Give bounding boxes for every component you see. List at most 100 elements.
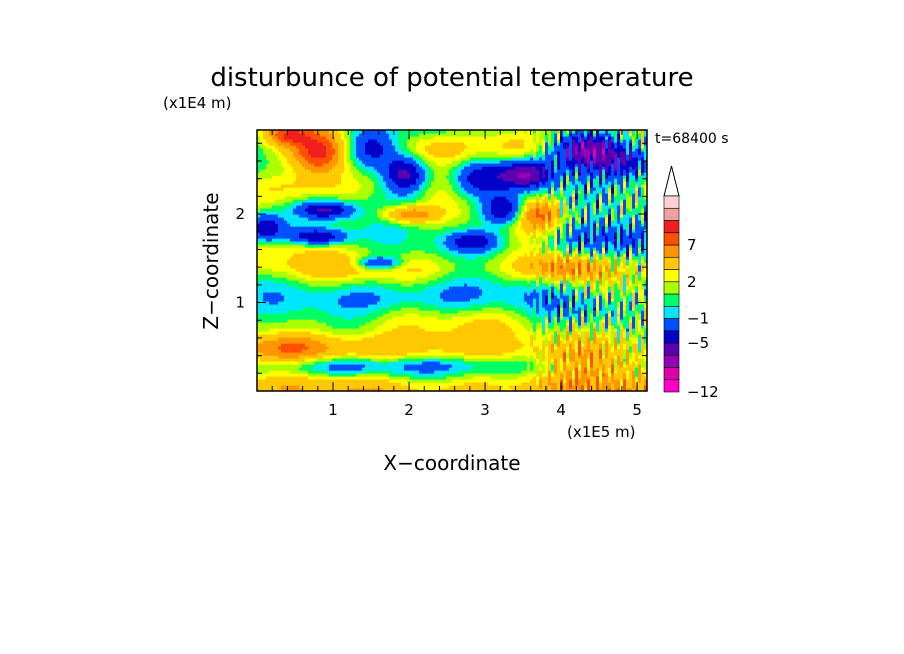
heatmap-cell (314, 316, 318, 320)
heatmap-cell (551, 322, 555, 326)
heatmap-cell (491, 289, 495, 293)
heatmap-cell (404, 289, 408, 293)
heatmap-cell (413, 325, 417, 329)
heatmap-cell (533, 322, 537, 326)
heatmap-cell (554, 316, 558, 320)
heatmap-cell (473, 349, 477, 353)
heatmap-cell (425, 352, 429, 356)
heatmap-cell (545, 346, 549, 350)
heatmap-cell (464, 319, 468, 323)
heatmap-cell (284, 298, 288, 302)
heatmap-cell (533, 367, 537, 371)
heatmap-cell (368, 337, 372, 341)
heatmap-cell (356, 346, 360, 350)
heatmap-cell (554, 322, 558, 326)
heatmap-cell (410, 358, 414, 362)
heatmap-cell (329, 334, 333, 338)
heatmap-cell (275, 289, 279, 293)
heatmap-cell (257, 292, 261, 296)
heatmap-cell (431, 328, 435, 332)
heatmap-cell (464, 307, 468, 311)
heatmap-cell (518, 322, 522, 326)
heatmap-cell (485, 292, 489, 296)
heatmap-cell (272, 352, 276, 356)
heatmap-cell (422, 367, 426, 371)
heatmap-cell (431, 349, 435, 353)
heatmap-cell (347, 352, 351, 356)
heatmap-cell (572, 340, 576, 344)
heatmap-cell (497, 310, 501, 314)
heatmap-cell (551, 325, 555, 329)
heatmap-cell (287, 316, 291, 320)
heatmap-cell (473, 382, 477, 386)
heatmap-cell (284, 334, 288, 338)
heatmap-cell (515, 355, 519, 359)
heatmap-cell (305, 376, 309, 380)
heatmap-cell (641, 307, 645, 311)
heatmap-cell (617, 388, 621, 391)
heatmap-cell (569, 331, 573, 335)
heatmap-cell (557, 325, 561, 329)
heatmap-cell (326, 334, 330, 338)
heatmap-cell (365, 361, 369, 365)
heatmap-cell (380, 370, 384, 374)
heatmap-cell (593, 355, 597, 359)
heatmap-cell (284, 340, 288, 344)
heatmap-cell (455, 298, 459, 302)
heatmap-cell (629, 379, 633, 383)
heatmap-cell (464, 322, 468, 326)
heatmap-cell (512, 313, 516, 317)
heatmap-cell (539, 301, 543, 305)
heatmap-cell (479, 343, 483, 347)
heatmap-cell (290, 355, 294, 359)
heatmap-cell (557, 292, 561, 296)
heatmap-cell (365, 373, 369, 377)
heatmap-cell (461, 331, 465, 335)
heatmap-cell (437, 343, 441, 347)
heatmap-cell (410, 373, 414, 377)
heatmap-cell (608, 379, 612, 383)
heatmap-cell (617, 358, 621, 362)
heatmap-cell (620, 328, 624, 332)
heatmap-cell (524, 343, 528, 347)
heatmap-cell (509, 361, 513, 365)
heatmap-cell (434, 355, 438, 359)
heatmap-cell (488, 376, 492, 380)
heatmap-cell (554, 313, 558, 317)
heatmap-cell (527, 328, 531, 332)
heatmap-cell (470, 370, 474, 374)
heatmap-cell (365, 304, 369, 308)
heatmap-cell (272, 361, 276, 365)
heatmap-cell (503, 295, 507, 299)
heatmap-cell (461, 373, 465, 377)
heatmap-cell (614, 304, 618, 308)
heatmap-cell (497, 379, 501, 383)
heatmap-cell (473, 331, 477, 335)
heatmap-cell (476, 310, 480, 314)
heatmap-cell (578, 337, 582, 341)
heatmap-cell (596, 334, 600, 338)
heatmap-cell (410, 376, 414, 380)
heatmap-cell (422, 346, 426, 350)
heatmap-cell (599, 331, 603, 335)
heatmap-cell (458, 340, 462, 344)
heatmap-cell (533, 352, 537, 356)
heatmap-cell (449, 331, 453, 335)
heatmap-cell (317, 355, 321, 359)
heatmap-cell (443, 319, 447, 323)
heatmap-cell (413, 292, 417, 296)
heatmap-cell (434, 304, 438, 308)
heatmap-cell (536, 337, 540, 341)
heatmap-cell (614, 382, 618, 386)
heatmap-cell (548, 361, 552, 365)
heatmap-cell (569, 301, 573, 305)
heatmap-cell (275, 334, 279, 338)
heatmap-cell (410, 364, 414, 368)
heatmap-cell (593, 334, 597, 338)
heatmap-cell (500, 295, 504, 299)
heatmap-cell (398, 382, 402, 386)
heatmap-cell (518, 328, 522, 332)
heatmap-cell (422, 313, 426, 317)
heatmap-cell (374, 343, 378, 347)
heatmap-cell (377, 316, 381, 320)
